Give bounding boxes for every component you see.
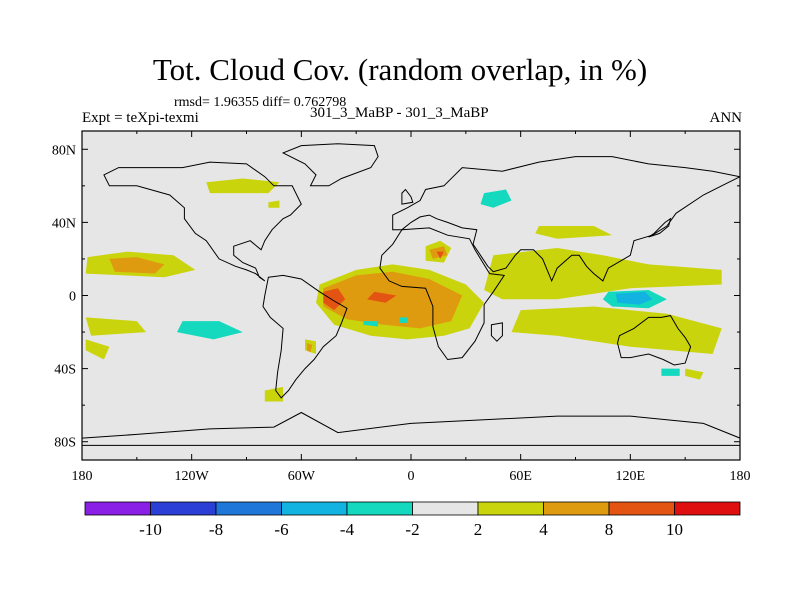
anomaly-region-pacific-ne-core: [109, 257, 165, 274]
anomaly-region-s-pacific-west: [85, 317, 146, 336]
x-tick-label-2: 60W: [288, 469, 316, 484]
anomaly-region-kamchatka-blue: [661, 368, 680, 376]
colorbar-segment-3: [281, 501, 348, 516]
coastline-japan: [648, 217, 672, 238]
coastline-south-america: [262, 274, 348, 399]
coastline-greenland: [281, 143, 379, 187]
y-tick-label-0: 80N: [52, 143, 76, 158]
colorbar-segment-6: [477, 501, 544, 516]
x-tick-label-3: 0: [408, 469, 415, 484]
anomaly-region-e-pacific-sl: [685, 368, 704, 380]
y-tick-label-1: 40N: [52, 216, 76, 231]
x-tick-label-5: 120E: [616, 469, 646, 484]
colorbar-label-8: 10: [666, 520, 683, 539]
coastline-africa: [379, 227, 506, 361]
colorbar-label-1: -8: [209, 520, 223, 539]
colorbar-segment-4: [346, 501, 413, 516]
anomaly-region-w-africa-blue: [363, 321, 379, 327]
colorbar-segment-9: [674, 501, 741, 516]
experiment-label: Expt = teXpi-texmi: [82, 110, 199, 126]
anomaly-region-equatorial-atlantic-core: [323, 271, 463, 329]
anomaly-region-indian-ocean-s-band: [511, 306, 722, 354]
anomaly-region-siberia-blue: [480, 189, 512, 208]
coastline-north-america: [103, 161, 302, 282]
case-label: 301_3_MaBP - 301_3_MaBP: [310, 105, 489, 121]
coastline-europe-asia: [392, 156, 740, 283]
coastline-uk: [401, 188, 414, 205]
anomaly-region-c-pacific-blue: [177, 321, 243, 340]
chart-title: Tot. Cloud Cov. (random overlap, in %): [152, 52, 648, 87]
anomaly-region-atlantic-red-2: [367, 291, 397, 303]
coastline-australia: [616, 315, 692, 366]
anomaly-region-s-atlantic-blob: [264, 386, 284, 402]
season-label: ANN: [709, 110, 743, 126]
colorbar-label-3: -4: [340, 520, 355, 539]
coastline-antarctica: [82, 411, 740, 446]
x-tick-label-1: 120W: [175, 469, 210, 484]
colorbar-label-6: 4: [539, 520, 548, 539]
anomaly-region-rio-patch-o: [306, 343, 313, 353]
colorbar-label-7: 8: [605, 520, 614, 539]
colorbar-label-2: -6: [274, 520, 288, 539]
anomaly-region-w-us-patch: [268, 200, 280, 208]
colorbar-label-0: -10: [139, 520, 162, 539]
x-tick-label-0: 180: [72, 469, 93, 484]
anomaly-region-indian-blue-core: [615, 291, 653, 305]
y-tick-label-4: 80S: [54, 436, 76, 451]
anomaly-region-china-strip: [535, 226, 613, 239]
y-tick-label-2: 0: [69, 290, 76, 305]
anomaly-region-n-africa-red: [436, 251, 444, 259]
x-tick-label-4: 60E: [509, 469, 532, 484]
colorbar-label-4: -2: [405, 520, 419, 539]
anomaly-region-arabia-blue: [400, 317, 408, 323]
colorbar-segment-2: [215, 501, 282, 516]
colorbar-segment-8: [608, 501, 675, 516]
y-tick-label-3: 40S: [54, 363, 76, 378]
stats-text: rmsd= 1.96355 diff= 0.762798: [174, 95, 347, 110]
colorbar-label-5: 2: [474, 520, 483, 539]
colorbar-segment-1: [150, 501, 217, 516]
anomaly-region-n-pacific-strip: [206, 178, 280, 194]
colorbar-segment-0: [84, 501, 151, 516]
anomaly-region-s-pacific-sw: [85, 339, 110, 360]
x-tick-label-6: 180: [730, 469, 751, 484]
colorbar-segment-7: [543, 501, 610, 516]
coastline-madagascar: [490, 322, 503, 342]
colorbar-segment-5: [412, 501, 479, 516]
